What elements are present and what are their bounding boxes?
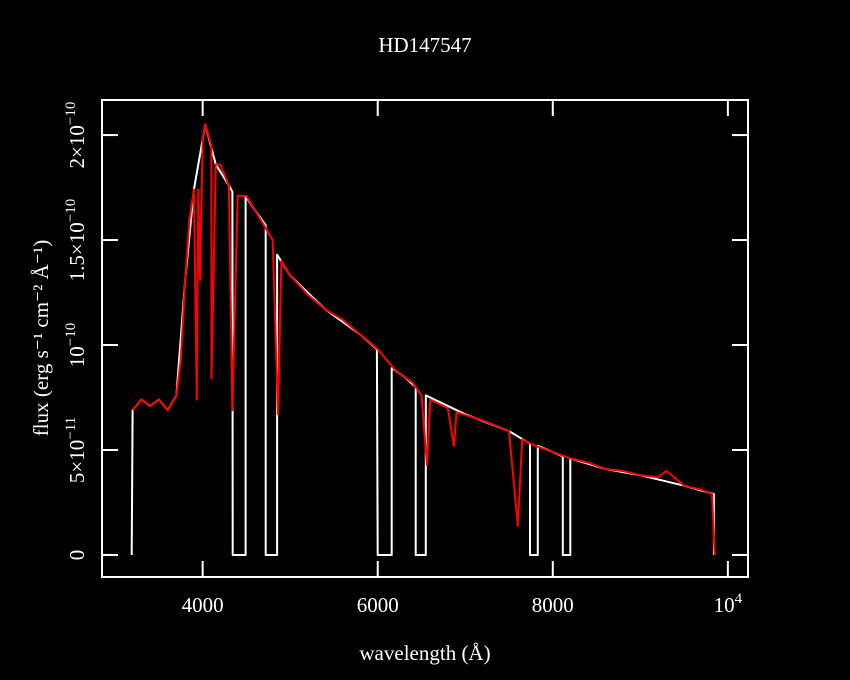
y-tick-label: 2×10−10 — [63, 102, 89, 169]
y-tick-label-base: 5×10 — [65, 440, 89, 483]
y-tick-label-exponent: −10 — [63, 102, 79, 125]
y-tick-label: 0 — [65, 550, 89, 561]
x-tick-label-exponent: 4 — [735, 591, 743, 607]
x-tick-label: 6000 — [357, 593, 399, 617]
x-tick-label-base: 10 — [714, 593, 735, 617]
y-tick-label: 1.5×10−10 — [63, 199, 89, 282]
y-tick-label-exponent: −11 — [63, 417, 79, 440]
y-tick-label: 5×10−11 — [63, 417, 89, 483]
plot-frame — [101, 99, 749, 578]
y-tick-label-exponent: −10 — [63, 323, 79, 346]
y-axis-label: flux (erg s⁻¹ cm⁻² Å⁻¹) — [29, 240, 53, 436]
y-tick-label-exponent: −10 — [63, 199, 79, 222]
x-axis-label: wavelength (Å) — [359, 641, 490, 665]
x-tick-label: 8000 — [532, 593, 574, 617]
spectrum-line — [131, 123, 716, 556]
y-tick-label: 10−10 — [63, 323, 89, 367]
x-tick-label: 104 — [714, 591, 743, 617]
y-tick-label-base: 10 — [65, 346, 89, 367]
y-tick-label-base: 2×10 — [65, 125, 89, 168]
x-tick-label: 4000 — [182, 593, 224, 617]
y-tick-label-base: 1.5×10 — [65, 222, 89, 281]
chart-title: HD147547 — [378, 33, 471, 57]
